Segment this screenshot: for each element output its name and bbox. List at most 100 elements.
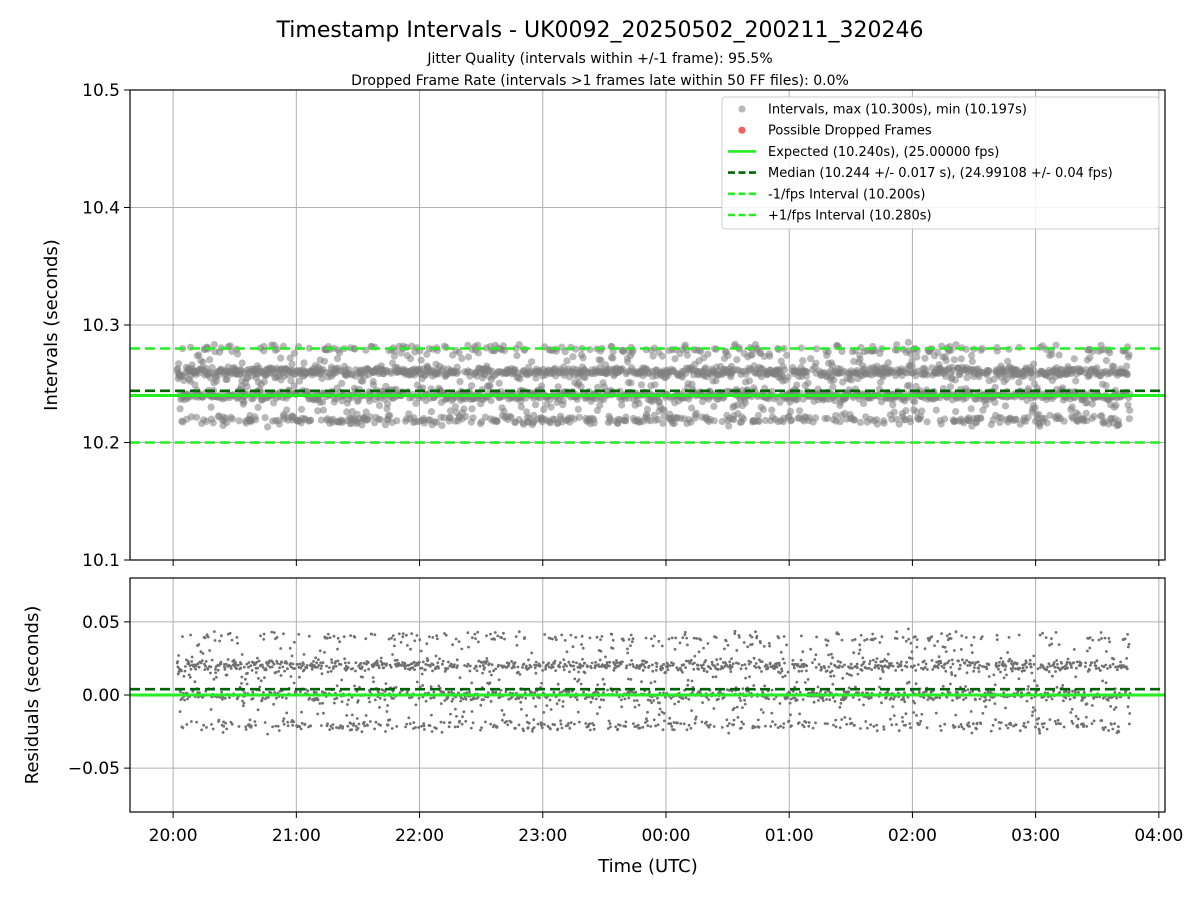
interval-point <box>252 416 260 424</box>
residual-point <box>368 700 371 704</box>
residual-point <box>904 639 908 643</box>
residual-point <box>534 705 537 708</box>
interval-point <box>1070 355 1078 363</box>
residual-point <box>626 651 630 655</box>
residual-point <box>904 723 907 727</box>
residual-point <box>410 695 414 699</box>
residual-point <box>524 696 528 700</box>
residual-point <box>212 677 216 681</box>
interval-point <box>812 359 820 367</box>
residual-point <box>651 644 655 648</box>
residual-point <box>799 665 803 669</box>
residuals-ytick-label-2: 0.05 <box>82 613 120 633</box>
residual-point <box>415 634 419 637</box>
residual-point <box>844 695 848 699</box>
interval-point <box>297 405 306 413</box>
chart-subtitle-line-1: Jitter Quality (intervals within +/-1 fr… <box>426 51 772 67</box>
residual-point <box>555 702 559 706</box>
interval-point <box>1088 400 1096 408</box>
residual-point <box>567 690 571 694</box>
residual-point <box>875 729 879 733</box>
residual-point <box>354 669 357 673</box>
residual-point <box>653 634 656 638</box>
interval-point <box>1112 401 1120 409</box>
residuals-xtick-label-8: 04:00 <box>1134 826 1183 846</box>
interval-point <box>811 414 820 422</box>
residual-point <box>943 645 947 649</box>
residual-point <box>183 698 187 702</box>
residual-point <box>858 643 862 647</box>
residual-point <box>281 665 285 669</box>
intervals-ytick-label-2: 10.3 <box>82 316 120 336</box>
interval-point <box>824 348 832 356</box>
residual-point <box>398 691 402 695</box>
residual-point <box>378 696 382 700</box>
residual-point <box>950 658 954 662</box>
residual-point <box>285 711 289 715</box>
residual-point <box>857 691 860 695</box>
residual-point <box>799 658 803 662</box>
residual-point <box>266 732 269 736</box>
residual-point <box>326 670 330 674</box>
residual-point <box>865 638 869 641</box>
residual-point <box>407 716 411 720</box>
residual-point <box>640 680 643 684</box>
residual-point <box>388 663 392 667</box>
interval-point <box>1052 341 1060 349</box>
interval-point <box>210 341 218 349</box>
residual-point <box>809 647 812 651</box>
residual-point <box>391 634 395 637</box>
residual-point <box>506 723 510 727</box>
residual-point <box>406 644 409 647</box>
residual-point <box>450 690 453 694</box>
residual-point <box>333 697 337 701</box>
interval-point <box>787 416 796 424</box>
residual-point <box>588 728 592 732</box>
chart-subtitle-line-2: Dropped Frame Rate (intervals >1 frames … <box>351 73 849 89</box>
residual-point <box>678 666 682 670</box>
residual-point <box>672 721 676 724</box>
interval-point <box>573 395 581 403</box>
interval-point <box>277 354 285 362</box>
residual-point <box>588 636 592 640</box>
residual-point <box>592 723 596 727</box>
residual-point <box>418 660 421 664</box>
residual-point <box>684 666 687 669</box>
residual-point <box>282 632 285 636</box>
residual-point <box>922 691 925 694</box>
interval-point <box>1124 401 1132 409</box>
residual-point <box>521 666 524 669</box>
residual-point <box>367 696 371 700</box>
residual-point <box>792 666 796 670</box>
residual-point <box>819 690 822 693</box>
interval-point <box>320 357 329 365</box>
residual-point <box>938 724 942 728</box>
interval-point <box>1123 362 1131 370</box>
interval-point <box>464 353 473 361</box>
residual-point <box>738 696 741 700</box>
residual-point <box>826 722 829 725</box>
residual-point <box>831 696 835 699</box>
residual-point <box>947 659 951 663</box>
residual-point <box>758 666 762 670</box>
interval-point <box>1060 417 1068 425</box>
residual-point <box>489 722 493 726</box>
residual-point <box>598 658 602 662</box>
residual-point <box>477 659 481 663</box>
residual-point <box>389 665 393 669</box>
residual-point <box>387 637 391 641</box>
residual-point <box>654 724 657 728</box>
residual-point <box>770 711 774 715</box>
residual-point <box>210 658 214 662</box>
residual-point <box>700 666 704 670</box>
residual-point <box>911 665 914 669</box>
residual-point <box>243 691 247 695</box>
residual-point <box>599 649 603 653</box>
residual-point <box>828 698 832 702</box>
residual-point <box>936 640 940 643</box>
residual-point <box>532 718 536 722</box>
legend: Intervals, max (10.300s), min (10.197s)P… <box>721 96 1160 230</box>
residual-point <box>328 728 332 731</box>
interval-point <box>264 423 272 431</box>
residual-point <box>903 700 907 704</box>
